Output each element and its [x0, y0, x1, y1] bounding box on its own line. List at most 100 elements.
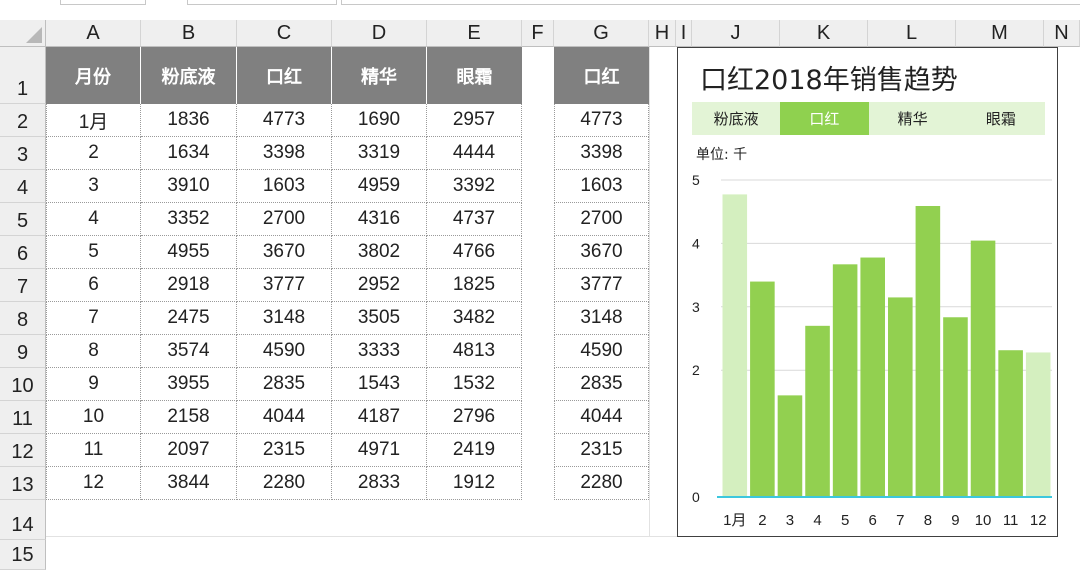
cell-essence[interactable]: 3333: [332, 335, 427, 368]
tab-foundation[interactable]: 粉底液: [692, 102, 781, 135]
column-header-j[interactable]: J: [692, 20, 780, 47]
row-header-1[interactable]: 1: [0, 47, 46, 104]
cell-lipstick[interactable]: 3670: [237, 236, 332, 269]
column-header-a[interactable]: A: [46, 20, 141, 47]
helper-header-cell[interactable]: 口红: [554, 47, 649, 104]
column-header-m[interactable]: M: [956, 20, 1044, 47]
cell-lipstick[interactable]: 4044: [237, 401, 332, 434]
cell-eye-cream[interactable]: 2419: [427, 434, 522, 467]
cell-essence[interactable]: 1543: [332, 368, 427, 401]
header-cell-essence[interactable]: 精华: [332, 47, 427, 104]
cell-essence[interactable]: 1690: [332, 104, 427, 137]
cell-lipstick[interactable]: 2315: [237, 434, 332, 467]
cell-foundation[interactable]: 3955: [141, 368, 237, 401]
helper-cell[interactable]: 2835: [554, 368, 649, 401]
header-cell-foundation[interactable]: 粉底液: [141, 47, 237, 104]
cell-lipstick[interactable]: 3148: [237, 302, 332, 335]
helper-cell[interactable]: 2315: [554, 434, 649, 467]
row-header-8[interactable]: 8: [0, 302, 46, 335]
helper-cell[interactable]: 2700: [554, 203, 649, 236]
cell-month[interactable]: 12: [46, 467, 141, 500]
cell-foundation[interactable]: 2158: [141, 401, 237, 434]
cell-eye-cream[interactable]: 1825: [427, 269, 522, 302]
column-header-g[interactable]: G: [554, 20, 649, 47]
helper-cell[interactable]: 4044: [554, 401, 649, 434]
cell-lipstick[interactable]: 4773: [237, 104, 332, 137]
row-header-5[interactable]: 5: [0, 203, 46, 236]
column-header-f[interactable]: F: [522, 20, 554, 47]
cell-lipstick[interactable]: 2700: [237, 203, 332, 236]
helper-cell[interactable]: 2280: [554, 467, 649, 500]
cell-foundation[interactable]: 3844: [141, 467, 237, 500]
row-header-10[interactable]: 10: [0, 368, 46, 401]
sales-trend-chart[interactable]: 口红2018年销售趋势 粉底液 口红 精华 眼霜 单位: 千 0 2 3 4 5 1月 2 3…: [677, 47, 1058, 537]
helper-cell[interactable]: 4590: [554, 335, 649, 368]
helper-cell[interactable]: 4773: [554, 104, 649, 137]
cell-month[interactable]: 2: [46, 137, 141, 170]
helper-cell[interactable]: 3148: [554, 302, 649, 335]
cell-month[interactable]: 5: [46, 236, 141, 269]
cell-lipstick[interactable]: 2835: [237, 368, 332, 401]
helper-cell[interactable]: 3777: [554, 269, 649, 302]
cell-essence[interactable]: 3319: [332, 137, 427, 170]
select-all-corner[interactable]: [0, 20, 46, 47]
column-header-i[interactable]: I: [676, 20, 692, 47]
cell-month[interactable]: 1月: [46, 104, 141, 137]
row-header-7[interactable]: 7: [0, 269, 46, 302]
cell-foundation[interactable]: 2475: [141, 302, 237, 335]
tab-essence[interactable]: 精华: [868, 102, 957, 135]
cell-foundation[interactable]: 3910: [141, 170, 237, 203]
row-header-11[interactable]: 11: [0, 401, 46, 434]
column-header-b[interactable]: B: [141, 20, 237, 47]
helper-cell[interactable]: 1603: [554, 170, 649, 203]
cell-lipstick[interactable]: 4590: [237, 335, 332, 368]
row-header-12[interactable]: 12: [0, 434, 46, 467]
cell-eye-cream[interactable]: 2796: [427, 401, 522, 434]
cell-eye-cream[interactable]: 4737: [427, 203, 522, 236]
cell-essence[interactable]: 3802: [332, 236, 427, 269]
row-header-3[interactable]: 3: [0, 137, 46, 170]
name-box[interactable]: [60, 0, 146, 5]
cell-lipstick[interactable]: 2280: [237, 467, 332, 500]
cell-essence[interactable]: 4971: [332, 434, 427, 467]
cell-foundation[interactable]: 2097: [141, 434, 237, 467]
cell-month[interactable]: 3: [46, 170, 141, 203]
row-header-2[interactable]: 2: [0, 104, 46, 137]
cell-month[interactable]: 6: [46, 269, 141, 302]
cell-essence[interactable]: 4187: [332, 401, 427, 434]
cell-eye-cream[interactable]: 4444: [427, 137, 522, 170]
cell-eye-cream[interactable]: 2957: [427, 104, 522, 137]
column-header-h[interactable]: H: [649, 20, 676, 47]
cell-essence[interactable]: 2952: [332, 269, 427, 302]
cell-essence[interactable]: 4959: [332, 170, 427, 203]
cell-month[interactable]: 4: [46, 203, 141, 236]
cell-essence[interactable]: 4316: [332, 203, 427, 236]
cell-foundation[interactable]: 2918: [141, 269, 237, 302]
cell-month[interactable]: 7: [46, 302, 141, 335]
header-cell-eye-cream[interactable]: 眼霜: [427, 47, 522, 104]
row-header-13[interactable]: 13: [0, 467, 46, 500]
cell-month[interactable]: 8: [46, 335, 141, 368]
column-header-l[interactable]: L: [868, 20, 956, 47]
cell-eye-cream[interactable]: 4813: [427, 335, 522, 368]
cell-foundation[interactable]: 1836: [141, 104, 237, 137]
row-header-6[interactable]: 6: [0, 236, 46, 269]
cell-lipstick[interactable]: 3777: [237, 269, 332, 302]
column-header-e[interactable]: E: [427, 20, 522, 47]
cell-essence[interactable]: 3505: [332, 302, 427, 335]
cell-month[interactable]: 10: [46, 401, 141, 434]
row-header-9[interactable]: 9: [0, 335, 46, 368]
cell-lipstick[interactable]: 1603: [237, 170, 332, 203]
cell-eye-cream[interactable]: 1532: [427, 368, 522, 401]
tab-lipstick[interactable]: 口红: [780, 102, 869, 135]
helper-cell[interactable]: 3670: [554, 236, 649, 269]
header-cell-month[interactable]: 月份: [46, 47, 141, 104]
cell-essence[interactable]: 2833: [332, 467, 427, 500]
column-header-d[interactable]: D: [332, 20, 427, 47]
helper-cell[interactable]: 3398: [554, 137, 649, 170]
cell-foundation[interactable]: 1634: [141, 137, 237, 170]
tab-eye-cream[interactable]: 眼霜: [956, 102, 1045, 135]
row-header-15[interactable]: 15: [0, 540, 46, 570]
column-header-n[interactable]: N: [1044, 20, 1080, 47]
row-header-14[interactable]: 14: [0, 500, 46, 540]
